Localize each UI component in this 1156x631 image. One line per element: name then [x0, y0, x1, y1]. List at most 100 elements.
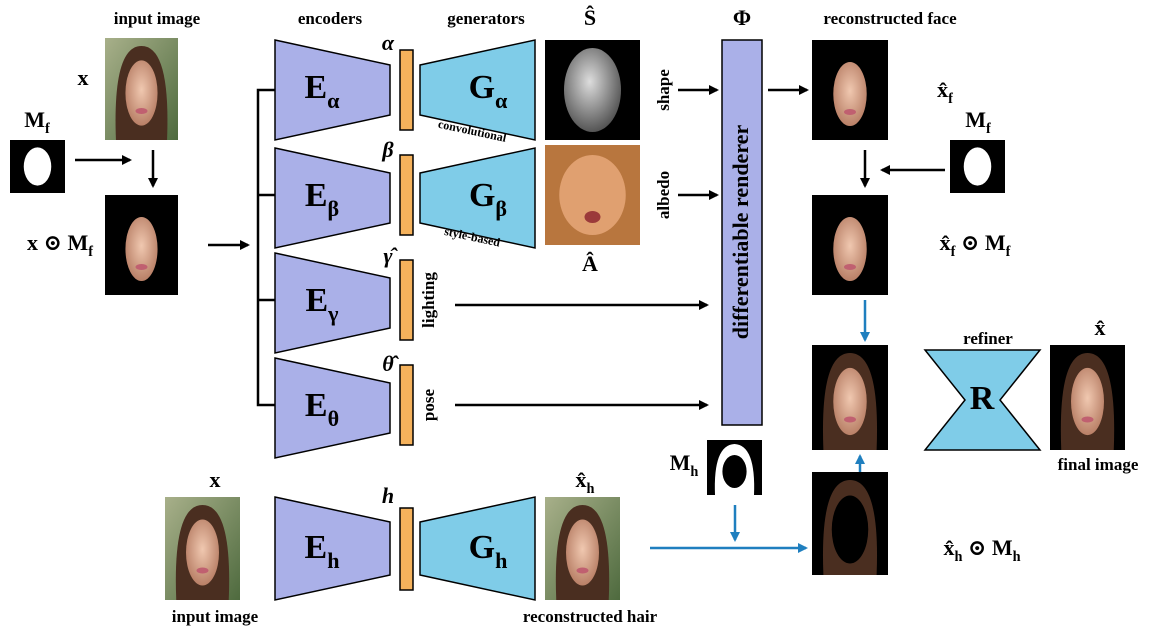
- encoder-label: Eh: [305, 529, 340, 573]
- lips: [844, 109, 856, 115]
- generator-label: Gh: [469, 529, 508, 573]
- mouth: [584, 211, 601, 223]
- caption: reconstructed face: [823, 9, 957, 28]
- face: [186, 519, 219, 586]
- head: [564, 48, 621, 132]
- lips: [1081, 416, 1094, 423]
- text-part: E: [304, 69, 327, 106]
- face: [125, 60, 158, 126]
- image-shape: [545, 40, 640, 140]
- symbol: γ̂: [383, 243, 398, 268]
- lips: [135, 108, 148, 114]
- symbol: x̂f: [937, 77, 953, 107]
- subscript: h: [327, 548, 339, 573]
- face: [833, 62, 867, 126]
- symbol: h: [382, 483, 394, 508]
- symbol: x ⊙ Mf: [27, 230, 93, 260]
- symbol: x̂h ⊙ Mh: [943, 535, 1020, 565]
- text-part: E: [305, 387, 328, 424]
- encoder-label: Eβ: [305, 177, 339, 221]
- subscript: h: [495, 548, 507, 573]
- image-photo: [105, 38, 178, 140]
- face: [125, 217, 158, 281]
- subscript: f: [88, 244, 93, 260]
- symbol: Ŝ: [584, 5, 596, 30]
- subscript: h: [690, 464, 698, 480]
- face: [1071, 367, 1104, 436]
- text-part: x̂: [940, 230, 951, 255]
- text-part: G: [469, 69, 495, 106]
- symbol: α: [382, 30, 395, 55]
- generator-label: Gα: [469, 69, 508, 113]
- latent-codes: [399, 49, 414, 591]
- arrows: [75, 85, 945, 410]
- encoder-label: Eγ: [305, 282, 339, 326]
- symbol: x̂: [1095, 315, 1106, 340]
- caption: lighting: [419, 272, 438, 328]
- text-part: x̂: [937, 77, 948, 102]
- encoder-label: Eθ: [305, 387, 339, 431]
- caption: final image: [1058, 455, 1139, 474]
- lips: [844, 416, 856, 423]
- caption: refiner: [963, 329, 1013, 348]
- subscript: f: [951, 244, 956, 260]
- subscript: h: [587, 481, 595, 497]
- symbol: β: [381, 137, 394, 162]
- symbol: x: [210, 467, 221, 492]
- image-photo: [545, 497, 620, 600]
- face: [566, 519, 599, 586]
- subscript: α: [327, 88, 340, 113]
- text-part: G: [469, 177, 495, 214]
- text-part: G: [469, 529, 495, 566]
- text-part: x̂: [943, 535, 954, 560]
- image-masked: [812, 40, 888, 140]
- subscript: f: [948, 91, 953, 107]
- text-part: E: [305, 177, 328, 214]
- caption: shape: [654, 69, 673, 111]
- subscript: β: [495, 196, 507, 221]
- image-albedo: [545, 145, 640, 245]
- lips: [576, 567, 589, 574]
- renderer-label: differentiable renderer: [728, 125, 753, 340]
- subscript: h: [1013, 549, 1021, 565]
- face-hole: [831, 495, 869, 564]
- image-hair: [812, 472, 888, 575]
- lips: [135, 264, 148, 270]
- image-masked: [812, 195, 888, 295]
- image-mask: [950, 140, 1005, 193]
- image-maskh: [707, 440, 762, 495]
- symbol: Mf: [965, 107, 991, 137]
- subscript: f: [986, 121, 991, 137]
- text-part: M: [670, 450, 691, 475]
- symbol: Â: [582, 251, 598, 276]
- text-part: E: [305, 282, 328, 319]
- face: [833, 217, 867, 281]
- images: [10, 38, 1125, 600]
- text-part: x ⊙ M: [27, 230, 88, 255]
- encoder-label: Eα: [304, 69, 340, 113]
- mask-shape: [23, 147, 52, 186]
- caption: input image: [172, 607, 259, 626]
- text-part: M: [965, 107, 986, 132]
- bracket: [256, 88, 275, 407]
- symbol: Mh: [670, 450, 699, 480]
- text-part: ⊙ M: [955, 230, 1005, 255]
- mask-shape: [963, 147, 992, 186]
- symbol: θ̂: [382, 351, 399, 376]
- lips: [844, 264, 856, 270]
- symbol: x̂f ⊙ Mf: [940, 230, 1011, 260]
- symbol: Mf: [24, 107, 50, 137]
- text-part: ⊙ M: [962, 535, 1012, 560]
- subscript: θ: [328, 406, 340, 431]
- subscript: f: [45, 121, 50, 137]
- renderer: [721, 39, 763, 426]
- image-mask: [10, 140, 65, 193]
- mask-hole: [722, 455, 747, 488]
- refiner-label: R: [970, 380, 995, 417]
- caption: pose: [419, 388, 438, 421]
- subscript: γ: [327, 301, 339, 326]
- image-masked: [105, 195, 178, 295]
- text-part: M: [24, 107, 45, 132]
